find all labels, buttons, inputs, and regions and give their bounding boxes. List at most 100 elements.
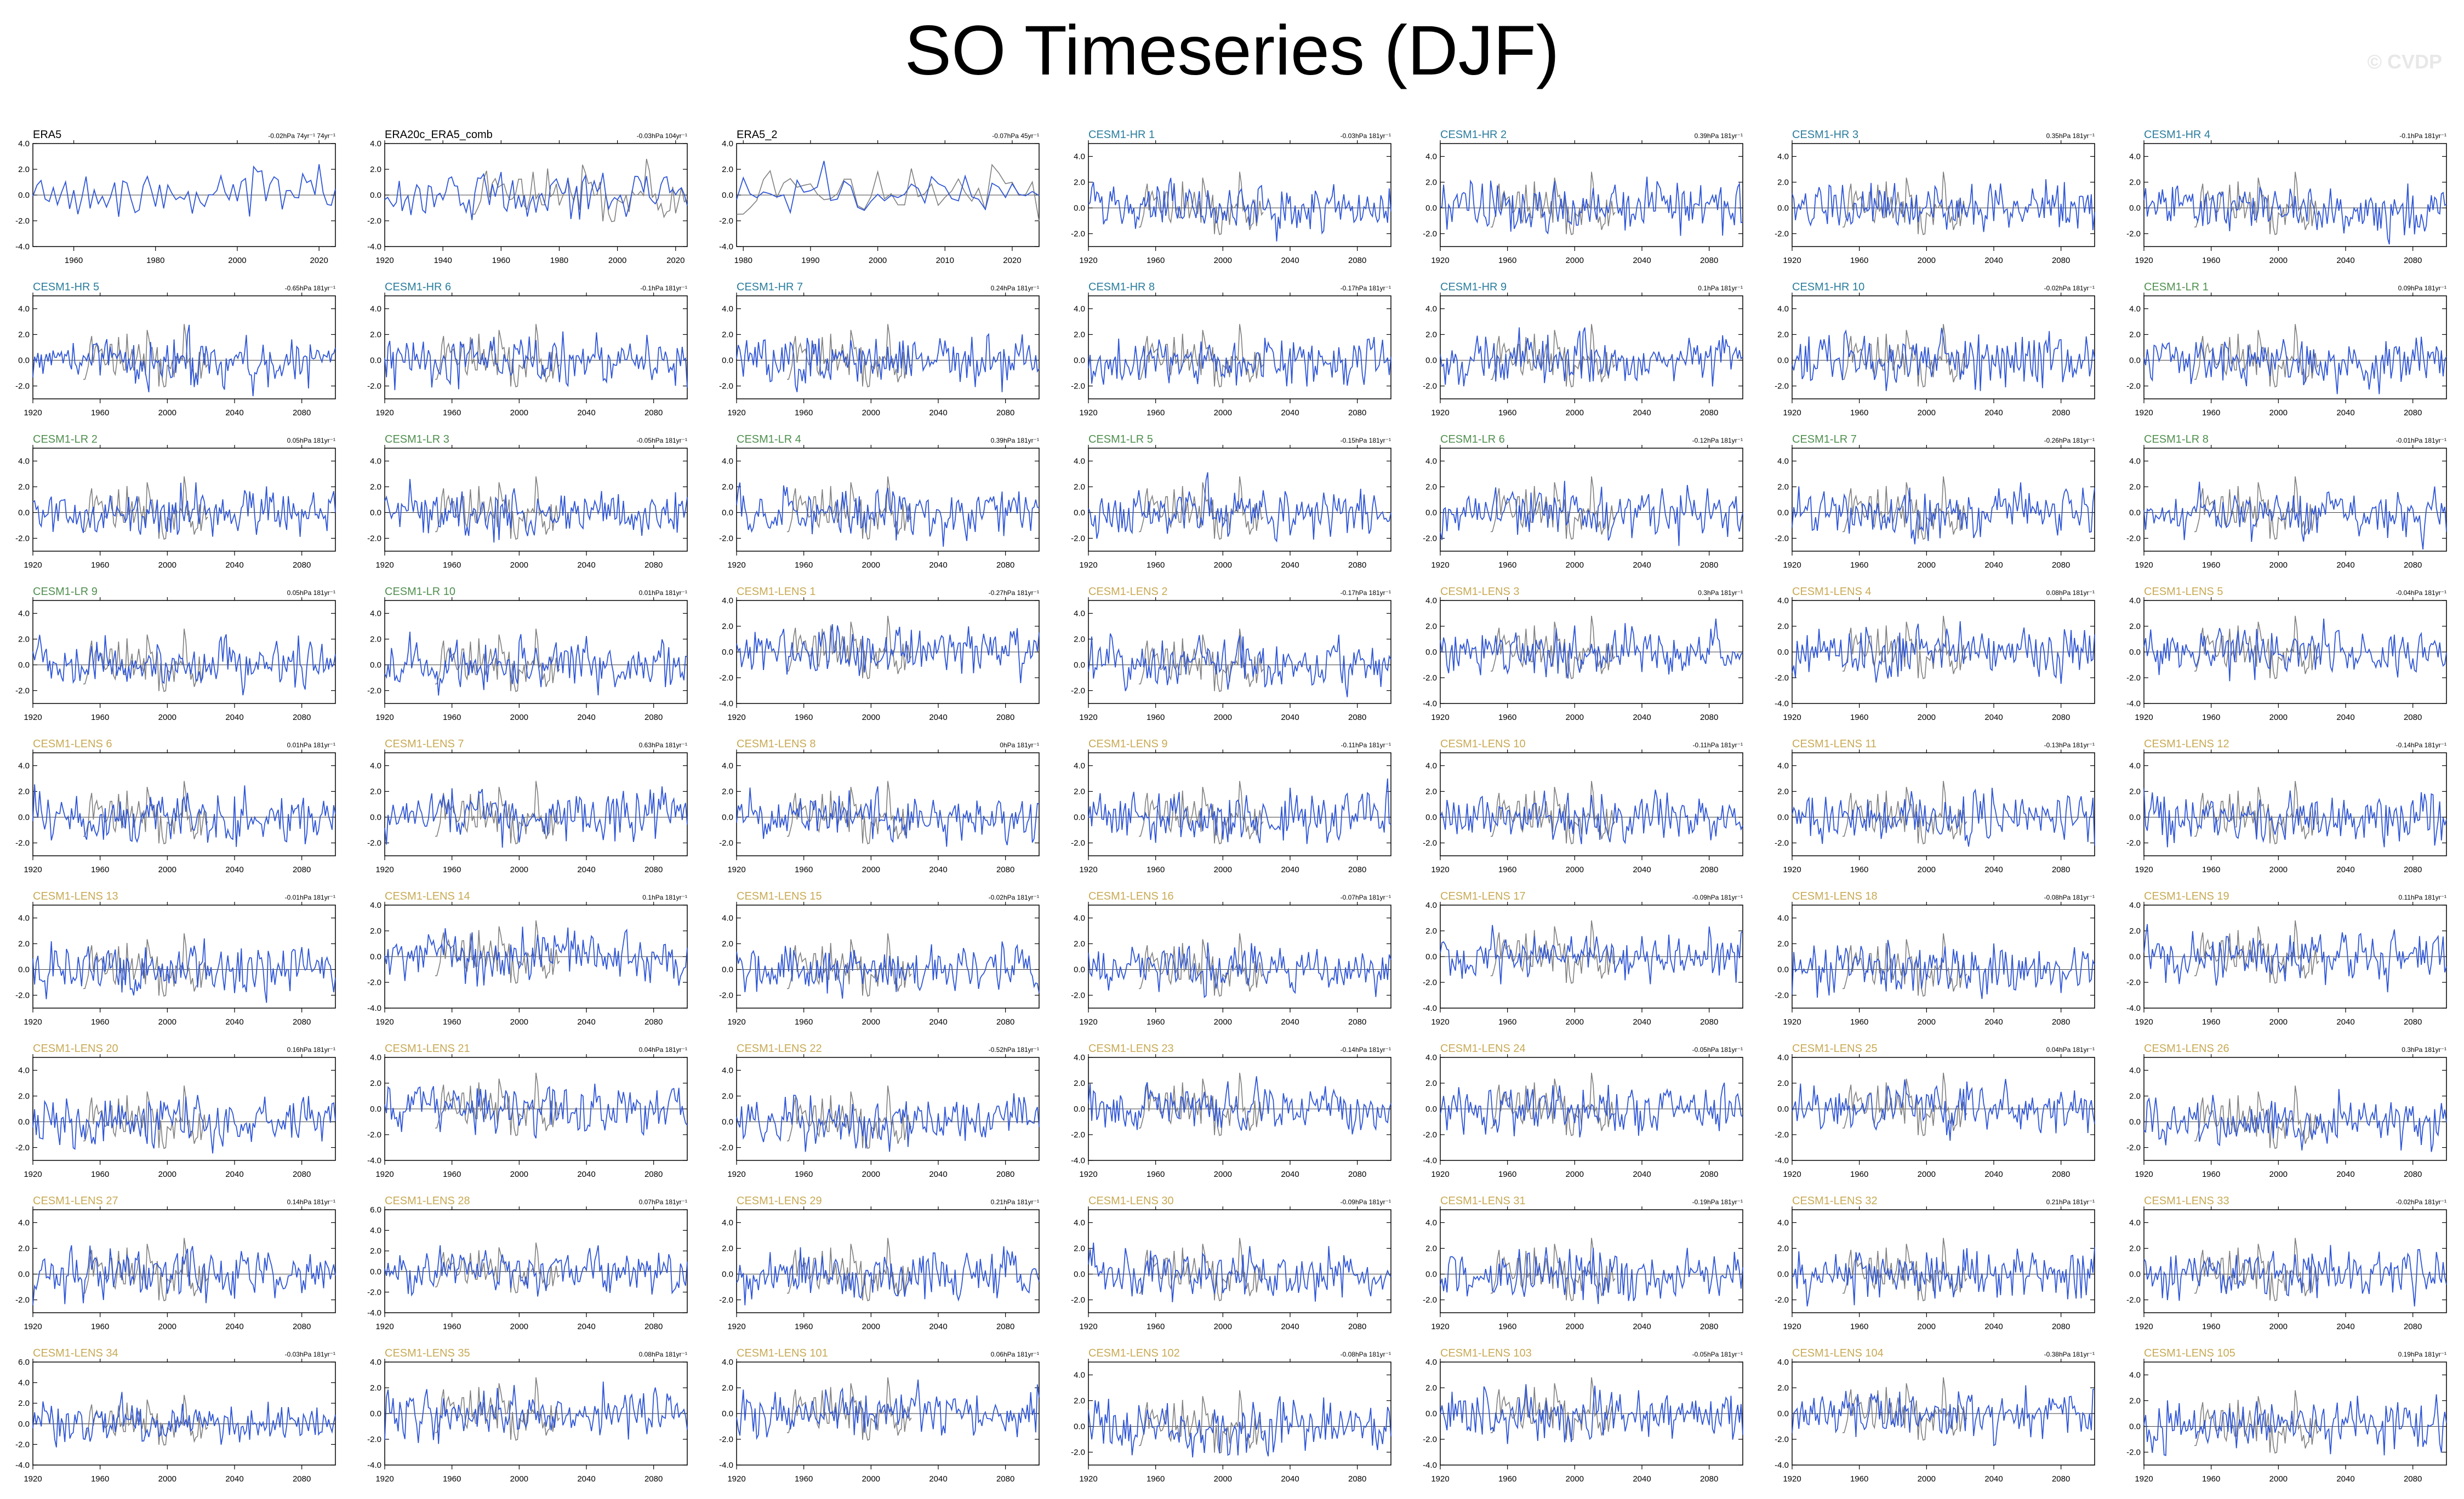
y-tick-label: -2.0	[2126, 1143, 2141, 1153]
x-tick-label: 2040	[225, 560, 243, 570]
y-tick-label: -4.0	[367, 242, 381, 251]
y-tick-label: 4.0	[1425, 305, 1437, 314]
series-line	[1440, 789, 1743, 845]
y-tick-label: 2.0	[1074, 1244, 1085, 1254]
x-tick-label: 2000	[862, 560, 880, 570]
x-tick-label: 1920	[1431, 713, 1449, 722]
series-line	[32, 324, 336, 397]
x-tick-label: 2080	[2052, 1017, 2070, 1027]
reference-series-line	[786, 1377, 912, 1441]
x-tick-label: 2080	[996, 713, 1014, 722]
panel-trend-label: -0.38hPa 181yr⁻¹	[2044, 1351, 2095, 1358]
x-tick-label: 2080	[293, 713, 311, 722]
y-tick-label: 2.0	[1074, 1397, 1085, 1406]
x-tick-label: 1980	[734, 256, 752, 265]
series-line	[1088, 778, 1391, 844]
panel-title: CESM1-HR 7	[737, 281, 803, 293]
y-tick-label: 2.0	[2129, 1244, 2141, 1254]
x-tick-label: 1960	[1147, 256, 1165, 265]
y-tick-label: -4.0	[1423, 1461, 1437, 1470]
y-tick-label: 4.0	[1074, 762, 1085, 771]
x-tick-label: 2000	[1214, 865, 1232, 874]
y-tick-label: 0.0	[370, 813, 381, 822]
y-tick-label: 2.0	[2129, 926, 2141, 936]
x-tick-label: 2040	[929, 713, 947, 722]
reference-series-line	[1138, 324, 1264, 388]
plot-frame	[1088, 600, 1391, 704]
y-tick-label: -2.0	[15, 1143, 30, 1153]
panel-title: CESM1-LENS 20	[33, 1043, 118, 1055]
reference-series-line	[786, 1085, 912, 1149]
panel-trend-label: 0.04hPa 181yr⁻¹	[2046, 1046, 2095, 1054]
x-tick-label: 1960	[2202, 1170, 2220, 1179]
y-tick-label: 0.0	[1425, 813, 1437, 822]
y-tick-label: 2.0	[370, 787, 381, 797]
y-tick-label: 0.0	[2129, 1422, 2141, 1432]
series-line	[1792, 179, 2095, 232]
panel: CESM1-LENS 2 -0.17hPa 181yr⁻¹ 4.0 2.0 0.0 -2.…	[1071, 586, 1391, 722]
series-line	[736, 161, 1040, 214]
panel: CESM1-LR 1 0.09hPa 181yr⁻¹ 4.0 2.0 0.0 -2.0 19…	[2126, 281, 2447, 417]
y-tick-label: 2.0	[2129, 787, 2141, 797]
plot-frame	[1088, 905, 1391, 1009]
y-tick-label: 0.0	[370, 661, 381, 670]
series-line	[2143, 482, 2447, 550]
y-tick-label: -2.0	[719, 991, 733, 1000]
panel-title: CESM1-LENS 2	[1088, 586, 1168, 598]
panel: CESM1-LENS 18 -0.08hPa 181yr⁻¹ 4.0 2.0 0.0 -2…	[1775, 890, 2095, 1027]
series-line	[2143, 1089, 2447, 1152]
reference-series-line	[1138, 933, 1264, 997]
reference-series-line	[1842, 615, 1967, 679]
x-tick-label: 2040	[2336, 865, 2354, 874]
x-tick-label: 2080	[293, 1170, 311, 1179]
panel-title: CESM1-LENS 22	[737, 1043, 822, 1055]
x-tick-label: 2040	[225, 408, 243, 417]
x-tick-label: 1960	[1850, 713, 1868, 722]
panel-trend-label: 0.01hPa 181yr⁻¹	[639, 589, 687, 597]
x-tick-label: 2000	[1566, 408, 1584, 417]
x-tick-label: 2000	[1214, 1474, 1232, 1484]
x-tick-label: 1960	[2202, 256, 2220, 265]
panel: CESM1-LENS 3 0.3hPa 181yr⁻¹ 4.0 2.0 0.0 -2.0 -…	[1423, 586, 1743, 722]
series-line	[32, 164, 336, 217]
x-tick-label: 1920	[1079, 408, 1097, 417]
x-tick-label: 1920	[2135, 560, 2153, 570]
x-tick-label: 2040	[1633, 256, 1651, 265]
y-tick-label: 4.0	[370, 609, 381, 619]
x-tick-label: 1960	[91, 1322, 109, 1331]
reference-series-line	[786, 933, 912, 997]
y-tick-label: 4.0	[1777, 305, 1789, 314]
panel-title: CESM1-LENS 12	[2144, 738, 2229, 750]
y-tick-label: 4.0	[1425, 1358, 1437, 1367]
panel: CESM1-LENS 14 0.1hPa 181yr⁻¹ 4.0 2.0 0.0 -2.0…	[367, 890, 688, 1027]
series-line	[32, 784, 336, 847]
series-line	[1088, 1243, 1391, 1302]
plot-frame	[736, 905, 1040, 1009]
y-tick-label: 0.0	[18, 356, 30, 365]
x-tick-label: 1920	[1783, 713, 1801, 722]
x-tick-label: 2080	[1348, 1170, 1366, 1179]
plot-frame	[1792, 752, 2095, 856]
x-tick-label: 1920	[24, 1474, 42, 1484]
panel-trend-label: -0.08hPa 181yr⁻¹	[2044, 894, 2095, 901]
y-tick-label: 2.0	[370, 1079, 381, 1088]
panel-title: CESM1-LENS 105	[2144, 1347, 2235, 1359]
x-tick-label: 2080	[1348, 1017, 1366, 1027]
y-tick-label: 0.0	[18, 661, 30, 670]
y-tick-label: 2.0	[18, 787, 30, 797]
y-tick-label: 2.0	[2129, 1397, 2141, 1406]
reference-series-line	[435, 920, 560, 984]
panel-title: CESM1-LENS 101	[737, 1347, 828, 1359]
series-line	[736, 1093, 1040, 1152]
panel-title: CESM1-LENS 3	[1440, 586, 1520, 598]
x-tick-label: 2000	[2269, 408, 2288, 417]
x-tick-label: 1920	[1079, 1017, 1097, 1027]
x-tick-label: 2040	[1633, 1322, 1651, 1331]
plot-frame	[2143, 752, 2447, 856]
panel-title: CESM1-LENS 30	[1088, 1195, 1174, 1207]
y-tick-label: 0.0	[2129, 952, 2141, 962]
y-tick-label: 2.0	[1777, 622, 1789, 631]
y-tick-label: -4.0	[1071, 1156, 1085, 1165]
x-tick-label: 2080	[1348, 1474, 1366, 1484]
